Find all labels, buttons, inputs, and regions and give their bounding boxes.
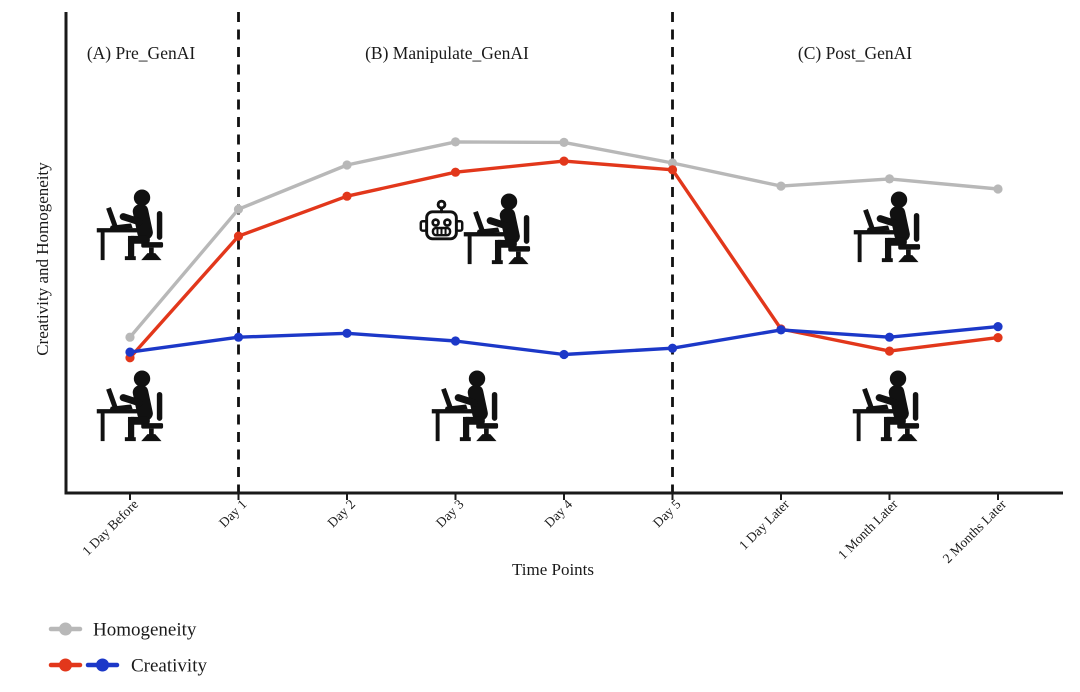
person-at-laptop-icon [463,193,531,265]
data-point-creativity-blue [125,347,135,357]
person-at-laptop-icon [96,189,164,261]
data-point-creativity-blue [450,336,461,346]
data-point-creativity-blue [776,325,786,335]
data-point-homogeneity [342,160,352,170]
x-tick-label: 2 Months Later [940,496,1010,566]
legend-creativity-red-marker [59,658,72,672]
data-point-creativity-red [342,191,352,201]
legend-item-homogeneity: Homogeneity [48,620,197,641]
data-point-creativity-red [233,231,244,241]
data-point-creativity-blue [993,322,1003,332]
legend-homogeneity-label: Homogeneity [93,620,197,641]
x-axis-title: Time Points [512,560,594,579]
data-point-creativity-blue [342,328,352,338]
data-point-homogeneity [125,332,135,342]
x-tick-label: Day 4 [541,496,575,530]
data-point-creativity-blue [559,349,569,360]
data-point-homogeneity [993,184,1003,194]
data-point-creativity-blue [233,332,244,342]
data-point-homogeneity [450,137,461,147]
x-tick-label: Day 2 [324,497,358,531]
legend-creativity-blue-marker [96,658,109,672]
data-point-creativity-red [884,346,895,356]
phase-label-pre-genai: (A) Pre_GenAI [87,43,196,63]
data-point-homogeneity [233,204,244,214]
legend-item-creativity: Creativity [48,656,207,677]
series-line-homogeneity [128,140,1000,339]
data-point-creativity-blue [667,343,678,353]
legend: Homogeneity Creativity [48,620,207,677]
phase-label-post-genai: (C) Post_GenAI [798,43,912,63]
x-tick-label: Day 5 [650,496,684,530]
person-at-laptop-icon [853,191,921,263]
x-tick-label: Day 1 [216,497,250,531]
x-tick-label: 1 Day Later [736,496,793,553]
data-point-homogeneity [884,174,895,184]
data-point-homogeneity [667,158,678,168]
x-tick-layer: 1 Day Before Day 1 Day 2 Day 3 Day 4 Day 5 1 D… [79,494,1010,566]
legend-creativity-label: Creativity [131,656,207,677]
person-at-laptop-icon [431,370,499,442]
data-point-homogeneity [776,181,786,191]
data-point-creativity-red [667,165,678,175]
phase-label-manipulate-genai: (B) Manipulate_GenAI [365,43,529,63]
series-line-creativity-red [128,159,1000,360]
data-point-homogeneity [559,137,569,147]
x-tick-label: 1 Day Before [79,497,141,559]
data-point-creativity-red [993,333,1003,343]
y-axis-title: Creativity and Homogeneity [33,162,52,356]
robot-icon [419,199,464,241]
x-tick-label: 1 Month Later [835,496,901,562]
person-at-laptop-icon [852,370,920,442]
data-point-creativity-blue [884,332,895,342]
phase-boundary-layer [237,12,674,493]
x-tick-label: Day 3 [433,496,467,530]
person-at-laptop-icon [96,370,164,442]
data-point-creativity-red [450,167,461,177]
series-layer [125,137,1003,363]
pictogram-layer [96,189,921,442]
data-point-creativity-red [559,156,569,166]
legend-homogeneity-marker [59,622,72,636]
